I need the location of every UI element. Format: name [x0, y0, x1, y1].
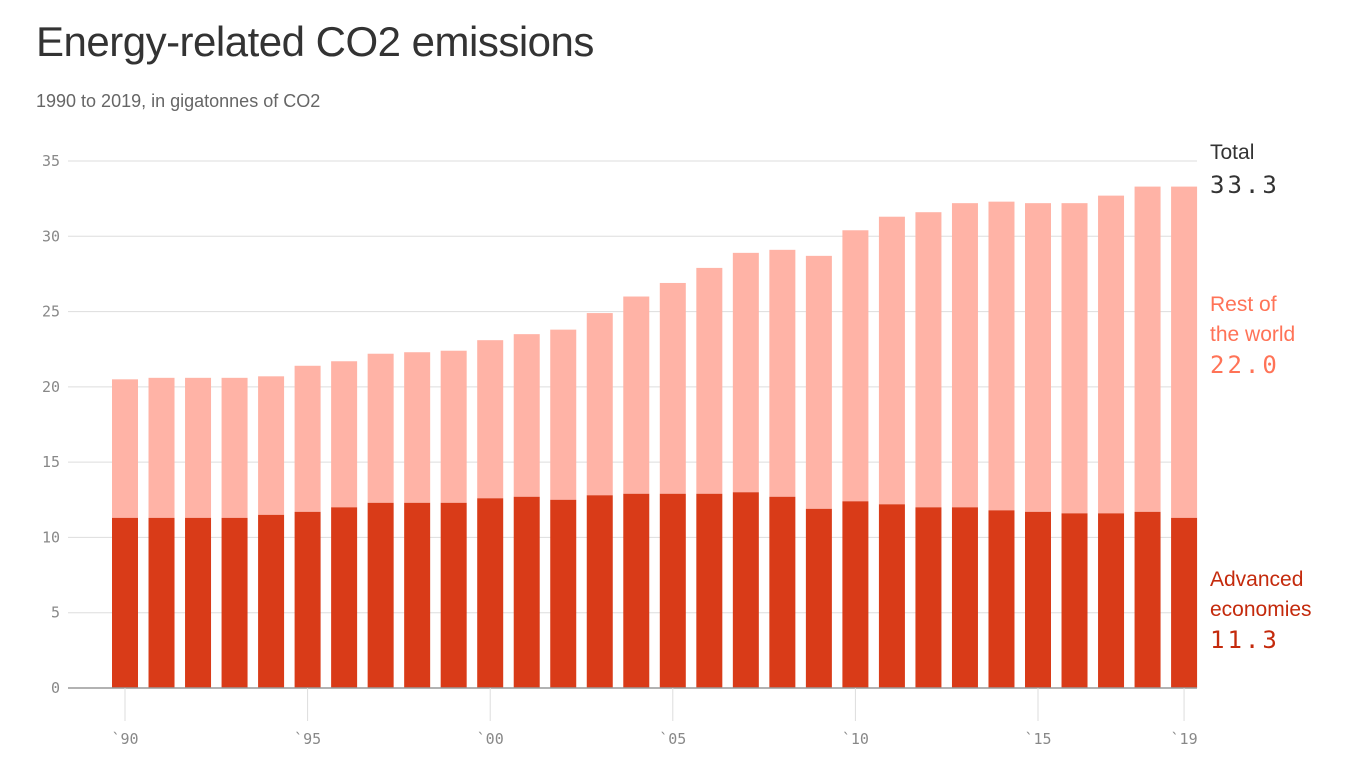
x-tick-label: `10 — [842, 730, 869, 748]
bar-rest-of-world — [1134, 186, 1161, 512]
bar-advanced-economies — [477, 498, 504, 688]
bar-rest-of-world — [805, 255, 832, 509]
advanced-label-value: 11.3 — [1210, 626, 1280, 654]
bar-advanced-economies — [586, 495, 613, 688]
bar-advanced-economies — [1098, 513, 1125, 688]
y-tick-label: 15 — [42, 453, 60, 471]
bar-rest-of-world — [878, 216, 905, 505]
bar-advanced-economies — [367, 502, 394, 688]
bar-rest-of-world — [659, 282, 686, 494]
x-tick-label: `05 — [659, 730, 686, 748]
bar-advanced-economies — [915, 507, 942, 688]
bar-advanced-economies — [440, 502, 467, 688]
bar-advanced-economies — [659, 493, 686, 688]
y-tick-label: 25 — [42, 303, 60, 321]
bar-advanced-economies — [1025, 511, 1051, 688]
bar-rest-of-world — [513, 334, 540, 497]
bar-advanced-economies — [148, 517, 175, 688]
chart-subtitle: 1990 to 2019, in gigatonnes of CO2 — [36, 91, 321, 111]
chart-title: Energy-related CO2 emissions — [36, 18, 594, 65]
bar-advanced-economies — [112, 517, 138, 688]
rest-label-value: 22.0 — [1210, 351, 1280, 379]
x-tick-label: `95 — [294, 730, 321, 748]
bar-advanced-economies — [550, 499, 577, 688]
bar-advanced-economies — [331, 507, 358, 688]
bar-rest-of-world — [586, 313, 613, 496]
bar-rest-of-world — [623, 296, 650, 494]
bar-advanced-economies — [1171, 517, 1198, 688]
bar-rest-of-world — [769, 249, 796, 497]
bar-rest-of-world — [148, 377, 175, 518]
bar-rest-of-world — [440, 350, 467, 503]
bar-rest-of-world — [1061, 203, 1088, 514]
bar-rest-of-world — [1171, 186, 1198, 518]
y-tick-label: 20 — [42, 378, 60, 396]
bar-advanced-economies — [513, 496, 540, 688]
bar-advanced-economies — [185, 517, 212, 688]
bar-advanced-economies — [878, 504, 905, 688]
bar-rest-of-world — [477, 340, 504, 499]
bar-rest-of-world — [951, 203, 978, 508]
bar-advanced-economies — [1134, 511, 1161, 688]
bar-rest-of-world — [294, 365, 321, 512]
x-tick-label: `19 — [1171, 730, 1198, 748]
bar-rest-of-world — [1098, 195, 1125, 514]
advanced-label-line2: economies — [1210, 598, 1312, 621]
bar-advanced-economies — [696, 493, 723, 688]
bar-rest-of-world — [988, 201, 1015, 511]
bar-rest-of-world — [112, 379, 138, 518]
total-label-value: 33.3 — [1210, 171, 1280, 199]
rest-label-line1: Rest of — [1210, 293, 1277, 316]
advanced-label: Advanced economies 11.3 — [1210, 565, 1312, 655]
bar-rest-of-world — [404, 352, 431, 503]
advanced-label-line1: Advanced — [1210, 568, 1304, 591]
bar-rest-of-world — [367, 353, 394, 503]
bar-rest-of-world — [258, 376, 285, 515]
bar-rest-of-world — [221, 377, 248, 518]
bar-rest-of-world — [1025, 203, 1051, 512]
bar-advanced-economies — [1061, 513, 1088, 688]
rest-label-line2: the world — [1210, 323, 1296, 346]
bar-advanced-economies — [805, 508, 832, 688]
bar-advanced-economies — [221, 517, 248, 688]
bar-advanced-economies — [842, 501, 869, 688]
bar-rest-of-world — [732, 252, 759, 493]
rest-label: Rest of the world 22.0 — [1210, 290, 1295, 380]
total-label: Total 33.3 — [1210, 138, 1280, 200]
y-tick-label: 0 — [51, 679, 60, 697]
y-tick-label: 30 — [42, 227, 60, 245]
bar-rest-of-world — [842, 230, 869, 502]
y-tick-label: 35 — [42, 152, 60, 170]
bar-advanced-economies — [258, 514, 285, 688]
bar-advanced-economies — [732, 492, 759, 688]
bar-rest-of-world — [696, 267, 723, 494]
x-tick-label: `90 — [111, 730, 138, 748]
bar-advanced-economies — [623, 493, 650, 688]
bar-advanced-economies — [404, 502, 431, 688]
bar-rest-of-world — [331, 361, 358, 508]
x-tick-label: `00 — [477, 730, 504, 748]
bar-advanced-economies — [769, 496, 796, 688]
bar-advanced-economies — [988, 510, 1015, 688]
total-label-name: Total — [1210, 141, 1255, 164]
bar-rest-of-world — [185, 377, 212, 518]
bar-advanced-economies — [951, 507, 978, 688]
bar-rest-of-world — [915, 212, 942, 508]
y-tick-label: 5 — [51, 604, 60, 622]
x-tick-label: `15 — [1024, 730, 1051, 748]
bar-rest-of-world — [550, 329, 577, 500]
y-tick-label: 10 — [42, 528, 60, 546]
bar-advanced-economies — [294, 511, 321, 688]
